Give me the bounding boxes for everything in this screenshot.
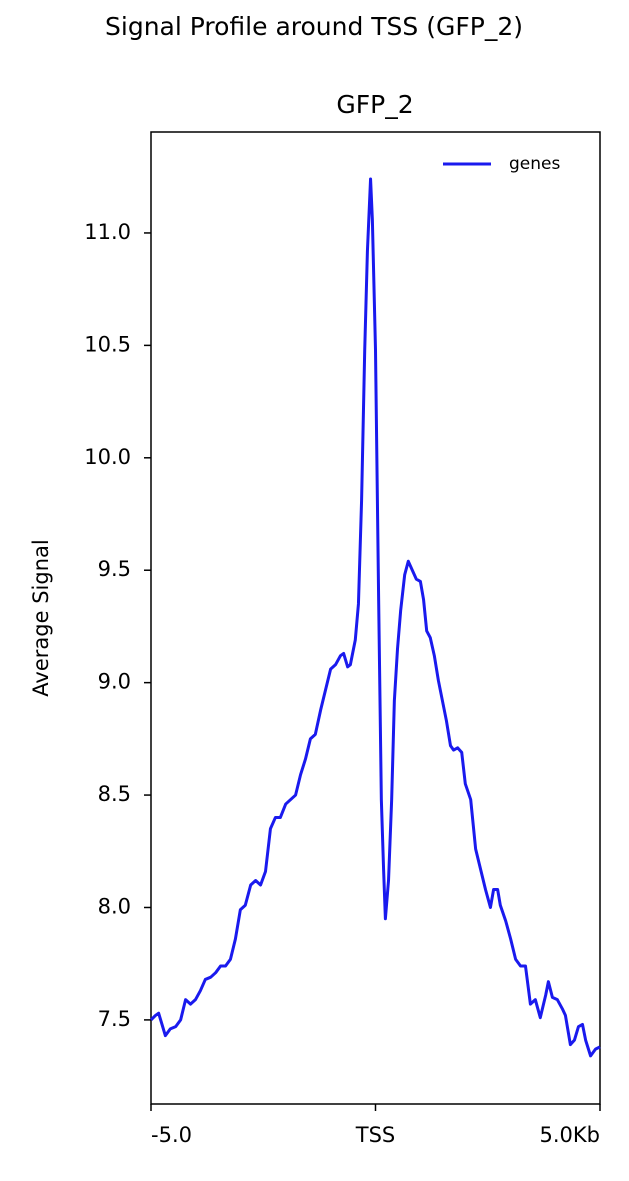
y-tick-label: 8.5 xyxy=(98,782,131,806)
chart-title: Signal Profile around TSS (GFP_2) xyxy=(105,12,523,41)
y-tick-label: 9.5 xyxy=(98,557,131,581)
x-tick-label: 5.0Kb xyxy=(540,1123,601,1147)
y-tick-label: 8.0 xyxy=(98,894,131,918)
y-tick-label: 11.0 xyxy=(84,220,131,244)
y-axis-label: Average Signal xyxy=(29,539,53,696)
axes-title: GFP_2 xyxy=(336,90,413,119)
y-tick-label: 10.0 xyxy=(84,445,131,469)
y-tick-label: 7.5 xyxy=(98,1007,131,1031)
legend-label: genes xyxy=(509,154,560,174)
x-tick-label: -5.0 xyxy=(151,1123,192,1147)
plot-frame xyxy=(150,131,601,1105)
x-tick-label: TSS xyxy=(355,1123,396,1147)
y-tick-label: 10.5 xyxy=(84,332,131,356)
y-tick-label: 9.0 xyxy=(98,670,131,694)
line xyxy=(149,177,601,1058)
